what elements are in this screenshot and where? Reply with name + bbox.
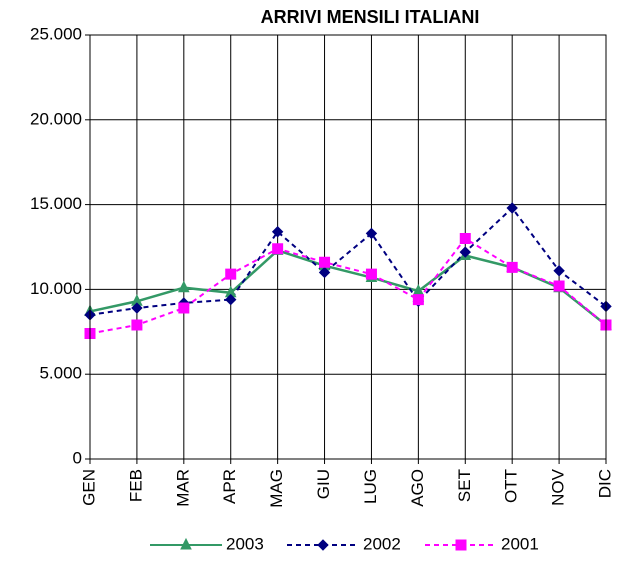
data-point — [225, 293, 237, 306]
data-point — [365, 227, 378, 240]
y-tick-label: 20.000 — [30, 109, 82, 128]
data-point — [271, 226, 284, 238]
data-point — [225, 268, 237, 280]
data-point — [506, 202, 518, 214]
x-tick-label: MAG — [267, 469, 286, 508]
x-tick-label: SET — [455, 469, 474, 502]
data-point — [459, 246, 471, 258]
x-tick-label: MAR — [173, 469, 192, 507]
y-tick-label: 25.000 — [30, 24, 82, 43]
legend-marker — [317, 539, 329, 551]
data-point — [272, 243, 284, 255]
data-point — [553, 265, 565, 277]
legend-label: 2002 — [363, 534, 401, 553]
x-tick-label: LUG — [361, 469, 380, 504]
data-point — [131, 319, 143, 331]
series-line — [89, 237, 607, 335]
legend-label: 2003 — [226, 534, 264, 553]
x-tick-label: DIC — [595, 469, 614, 498]
y-tick-label: 0 — [73, 448, 82, 467]
x-tick-label: NOV — [549, 468, 568, 506]
x-tick-label: AGO — [408, 469, 427, 507]
series-line — [89, 248, 607, 326]
x-tick-label: GEN — [79, 469, 98, 506]
plot-border — [89, 34, 607, 460]
data-point — [553, 280, 565, 292]
x-tick-label: FEB — [126, 469, 145, 502]
legend-marker — [455, 539, 467, 551]
data-point — [506, 261, 518, 273]
legend-marker — [180, 537, 192, 550]
x-tick-label: APR — [220, 469, 239, 504]
data-point — [131, 302, 143, 314]
x-tick-label: GIU — [314, 469, 333, 499]
x-tick-label: OTT — [502, 469, 521, 503]
data-point — [178, 280, 190, 293]
data-point — [319, 256, 331, 268]
y-tick-label: 15.000 — [30, 194, 82, 213]
data-point — [318, 266, 331, 279]
y-tick-label: 5.000 — [39, 364, 82, 383]
y-tick-label: 10.000 — [30, 279, 82, 298]
chart-title: ARRIVI MENSILI ITALIANI — [261, 7, 480, 27]
data-point — [365, 268, 377, 280]
series-line — [89, 206, 607, 316]
data-point — [178, 302, 190, 314]
legend-label: 2001 — [501, 534, 539, 553]
data-point — [459, 233, 471, 245]
data-point — [412, 294, 424, 306]
